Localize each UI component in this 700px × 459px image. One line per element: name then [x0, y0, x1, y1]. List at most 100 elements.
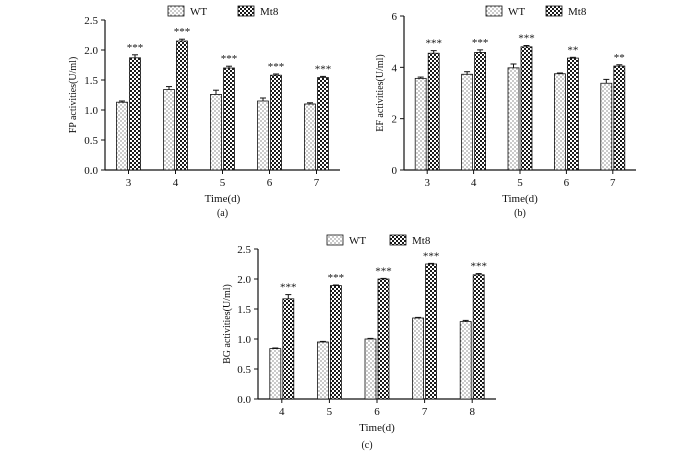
significance-label: ***	[315, 63, 332, 75]
y-tick-label: 1.5	[237, 304, 251, 316]
significance-label: ***	[127, 42, 144, 54]
bar-wt	[600, 82, 613, 171]
legend-swatch-mt8	[237, 5, 255, 17]
y-tick-label: 0.5	[237, 364, 251, 376]
legend-swatch-wt	[485, 5, 503, 17]
x-tick-label: 8	[469, 406, 475, 418]
panel-label: (c)	[361, 440, 372, 451]
y-axis-label: EF activities(U/ml)	[375, 54, 386, 132]
significance-label: ***	[328, 272, 345, 284]
chart-panel-b: 0 2 4 6 EF activities(U/ml) 3 *** 4 *** 5 *** 6 ** 7 *…	[375, 5, 636, 219]
bar-mt8	[176, 40, 188, 171]
y-tick-label: 0.0	[84, 165, 98, 177]
significance-label: ***	[425, 38, 442, 50]
bar-mt8	[129, 57, 141, 171]
x-tick-label: 5	[517, 177, 523, 189]
bar-mt8	[223, 67, 235, 171]
chart-panel-a: 0.0 0.5 1.0 1.5 2.0 2.5 FP activities(U/ml) 3 **…	[68, 5, 340, 219]
panel-label: (a)	[217, 208, 228, 219]
significance-label: ***	[518, 33, 535, 45]
bar-mt8	[567, 57, 579, 171]
y-axis-label: BG activities(U/ml)	[222, 284, 233, 364]
bar-wt	[364, 338, 377, 400]
bar-wt	[414, 77, 427, 171]
legend-label: Mt8	[412, 235, 431, 247]
x-tick-label: 6	[374, 406, 380, 418]
x-tick-label: 4	[471, 177, 477, 189]
bar-wt	[269, 348, 282, 400]
chart-panel-c: 0.0 0.5 1.0 1.5 2.0 2.5 BG activities(U/ml) 4 **…	[222, 234, 496, 451]
legend-label: WT	[190, 6, 207, 18]
y-tick-label: 1.0	[84, 105, 98, 117]
bar-mt8	[317, 77, 329, 171]
legend-label: Mt8	[568, 6, 587, 18]
legend-swatch-wt	[167, 5, 185, 17]
legend-swatch-wt	[326, 234, 344, 246]
x-axis-label: Time(d)	[502, 193, 538, 205]
bar-mt8	[377, 278, 390, 400]
bar-wt	[507, 67, 520, 171]
bar-mt8	[613, 65, 626, 171]
significance-label: ***	[174, 26, 191, 38]
x-tick-label: 4	[173, 177, 179, 189]
bar-wt	[257, 100, 269, 171]
bar-mt8	[329, 285, 342, 400]
y-tick-label: 4	[392, 62, 398, 74]
x-tick-label: 3	[126, 177, 132, 189]
bar-wt	[461, 73, 474, 171]
y-tick-label: 1.5	[84, 75, 98, 87]
y-tick-label: 0	[392, 165, 398, 177]
x-tick-label: 3	[424, 177, 430, 189]
bar-wt	[459, 321, 472, 400]
bar-wt	[210, 94, 222, 171]
x-axis-label: Time(d)	[205, 193, 241, 205]
significance-label: ***	[472, 37, 489, 49]
bar-wt	[554, 73, 566, 171]
bar-mt8	[425, 263, 438, 400]
bar-mt8	[270, 74, 282, 171]
x-tick-label: 7	[610, 177, 616, 189]
x-tick-label: 4	[279, 406, 285, 418]
significance-label: **	[567, 44, 578, 56]
x-tick-label: 7	[422, 406, 428, 418]
bar-mt8	[282, 298, 295, 400]
x-tick-label: 5	[327, 406, 333, 418]
panel-label: (b)	[514, 208, 526, 219]
bar-wt	[163, 89, 175, 171]
significance-label: ***	[375, 265, 392, 277]
bar-mt8	[474, 52, 487, 171]
bar-wt	[116, 101, 128, 171]
legend-label: WT	[508, 6, 525, 18]
bar-wt	[412, 317, 425, 400]
y-tick-label: 1.0	[237, 334, 251, 346]
significance-label: ***	[423, 250, 440, 262]
bar-wt	[304, 103, 316, 171]
legend-swatch-mt8	[545, 5, 563, 17]
legend-label: Mt8	[260, 6, 279, 18]
legend-swatch-mt8	[389, 234, 407, 246]
legend-label: WT	[349, 235, 366, 247]
bar-mt8	[520, 46, 533, 171]
significance-label: ***	[221, 53, 238, 65]
y-tick-label: 2.5	[237, 244, 251, 256]
y-tick-label: 2.5	[84, 15, 98, 27]
y-tick-label: 0.5	[84, 135, 98, 147]
bar-mt8	[472, 274, 485, 400]
y-tick-label: 2	[392, 114, 398, 126]
y-tick-label: 2.0	[237, 274, 251, 286]
y-tick-label: 2.0	[84, 45, 98, 57]
x-tick-label: 7	[314, 177, 320, 189]
y-tick-label: 0.0	[237, 394, 251, 406]
significance-label: **	[614, 52, 625, 64]
bar-wt	[316, 341, 329, 400]
x-tick-label: 6	[267, 177, 273, 189]
significance-label: ***	[280, 282, 297, 294]
significance-label: ***	[470, 261, 487, 273]
bar-mt8	[427, 52, 440, 171]
x-axis-label: Time(d)	[359, 422, 395, 434]
x-tick-label: 5	[220, 177, 226, 189]
y-tick-label: 6	[392, 11, 398, 23]
y-axis-label: FP activities(U/ml)	[68, 57, 79, 134]
significance-label: ***	[268, 61, 285, 73]
